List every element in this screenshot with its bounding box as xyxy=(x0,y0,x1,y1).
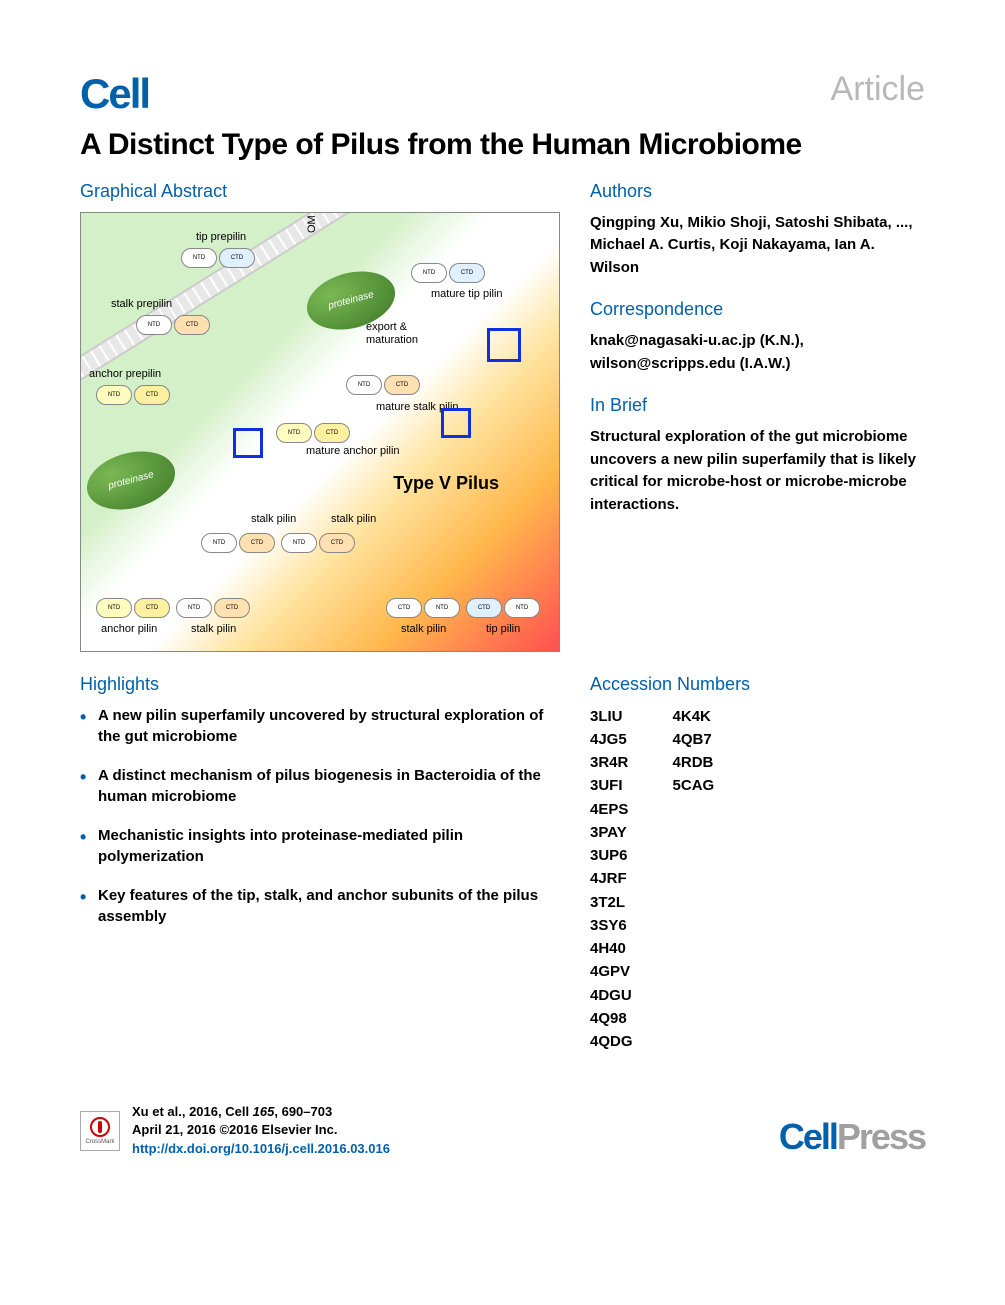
crossmark-icon[interactable]: CrossMark xyxy=(80,1111,120,1151)
export-label: export & maturation xyxy=(366,321,436,347)
accession-code: 3PAY xyxy=(590,821,633,844)
accession-code: 4QDG xyxy=(590,1030,633,1053)
stalk-pilin-i-label: stalk pilin xyxy=(251,513,296,525)
accession-heading: Accession Numbers xyxy=(590,674,925,695)
proteinase-label-2: proteinase xyxy=(107,469,155,492)
mature-tip-label: mature tip pilin xyxy=(431,288,503,300)
highlight-item: A distinct mechanism of pilus biogenesis… xyxy=(80,765,560,807)
stalk-pilin-bottom-label: stalk pilin xyxy=(191,623,236,635)
journal-logo: Cell xyxy=(80,70,149,118)
mature-anchor-label: mature anchor pilin xyxy=(306,445,400,457)
authors-list: Qingping Xu, Mikio Shoji, Satoshi Shibat… xyxy=(590,212,925,280)
proteinase-label: proteinase xyxy=(327,289,375,312)
cellpress-logo: CellPress xyxy=(779,1116,925,1158)
accession-code: 3UFI xyxy=(590,774,633,797)
article-type-badge: Article xyxy=(831,70,925,109)
anchor-prepilin-label: anchor prepilin xyxy=(89,368,161,380)
anchor-pilin-label: anchor pilin xyxy=(101,623,157,635)
inbrief-text: Structural exploration of the gut microb… xyxy=(590,426,925,516)
highlight-item: Mechanistic insights into proteinase-med… xyxy=(80,825,560,867)
type-v-pilus-label: Type V Pilus xyxy=(393,473,499,494)
authors-heading: Authors xyxy=(590,181,925,202)
stalk-prepilin-label: stalk prepilin xyxy=(111,298,172,310)
accession-code: 5CAG xyxy=(673,774,715,797)
highlights-heading: Highlights xyxy=(80,674,560,695)
accession-code: 4JRF xyxy=(590,867,633,890)
graphical-abstract-figure: proteinase proteinase tip prepilin stalk… xyxy=(80,212,560,652)
accession-code: 3LIU xyxy=(590,705,633,728)
highlight-item: A new pilin superfamily uncovered by str… xyxy=(80,705,560,747)
correspondence-heading: Correspondence xyxy=(590,299,925,320)
accession-code: 4H40 xyxy=(590,937,633,960)
stalk-pilin-right-label: stalk pilin xyxy=(401,623,446,635)
correspondence-text: knak@nagasaki-u.ac.jp (K.N.), wilson@scr… xyxy=(590,330,925,375)
accession-code: 4JG5 xyxy=(590,728,633,751)
accession-code: 3UP6 xyxy=(590,844,633,867)
doi-link[interactable]: http://dx.doi.org/10.1016/j.cell.2016.03… xyxy=(132,1140,390,1158)
graphical-abstract-heading: Graphical Abstract xyxy=(80,181,560,202)
article-title: A Distinct Type of Pilus from the Human … xyxy=(80,128,925,163)
accession-code: 3SY6 xyxy=(590,914,633,937)
stalk-pilin-j-label: stalk pilin xyxy=(331,513,376,525)
accession-code: 4DGU xyxy=(590,984,633,1007)
inbrief-heading: In Brief xyxy=(590,395,925,416)
tip-prepilin-label: tip prepilin xyxy=(196,231,246,243)
accession-code: 4EPS xyxy=(590,798,633,821)
accession-code: 3T2L xyxy=(590,891,633,914)
accession-code: 4GPV xyxy=(590,960,633,983)
citation-block: Xu et al., 2016, Cell 165, 690–703 April… xyxy=(132,1103,390,1158)
accession-numbers: 3LIU 4JG5 3R4R 3UFI 4EPS 3PAY 3UP6 4JRF … xyxy=(590,705,925,1054)
accession-code: 4K4K xyxy=(673,705,715,728)
accession-code: 4RDB xyxy=(673,751,715,774)
accession-code: 4Q98 xyxy=(590,1007,633,1030)
accession-code: 4QB7 xyxy=(673,728,715,751)
highlight-item: Key features of the tip, stalk, and anch… xyxy=(80,885,560,927)
tip-pilin-label: tip pilin xyxy=(486,623,520,635)
highlights-list: A new pilin superfamily uncovered by str… xyxy=(80,705,560,927)
accession-code: 3R4R xyxy=(590,751,633,774)
om-label: OM xyxy=(306,215,318,233)
